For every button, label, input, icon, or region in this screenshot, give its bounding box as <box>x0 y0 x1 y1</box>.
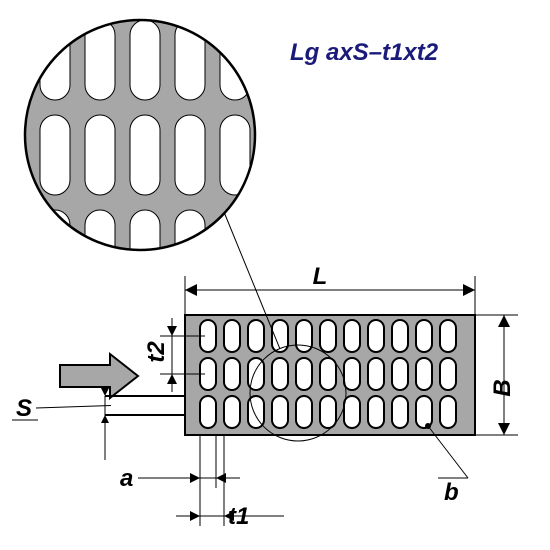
dim-label-S: S <box>16 395 32 422</box>
dim-label-t2: t2 <box>143 341 170 363</box>
dim-label-b: b <box>444 479 459 506</box>
leader-line <box>224 212 280 349</box>
dim-label-B: B <box>489 379 516 396</box>
direction-arrow-icon <box>60 354 138 398</box>
dim-label-L: L <box>313 263 328 290</box>
dim-label-t1: t1 <box>228 503 249 530</box>
perforated-plate <box>185 315 475 435</box>
diagram-title: Lg axS–t1xt2 <box>290 39 439 66</box>
dim-label-a: a <box>120 465 133 492</box>
